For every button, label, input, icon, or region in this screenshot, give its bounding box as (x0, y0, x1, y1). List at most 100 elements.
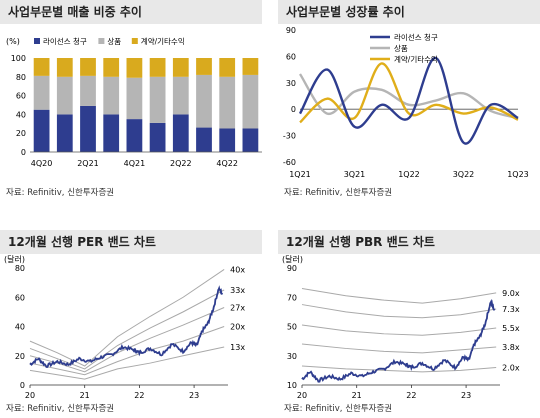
bar-segment (196, 127, 212, 152)
legend-swatch (98, 38, 105, 44)
y-tick-label: 60 (286, 52, 296, 61)
band-label: 27x (230, 303, 245, 312)
bar-segment (242, 58, 259, 75)
y-tick-label: 60 (15, 293, 25, 302)
y-tick-label: 10 (287, 381, 297, 390)
y-tick-label: 0 (21, 148, 26, 157)
y-tick-label: 100 (11, 54, 26, 63)
band-label: 7.3x (502, 305, 520, 314)
bar-segment (219, 76, 236, 129)
y-tick-label: 90 (286, 26, 296, 35)
panel-growth: 사업부문별 성장률 추이 -60 -30 0 30 60 90 1Q21 3Q21 1Q22 3Q… (278, 0, 540, 205)
bar-segment (126, 119, 143, 152)
bar-segment (33, 109, 50, 152)
x-tick-label: 20 (25, 391, 35, 400)
y-tick-label: 50 (287, 323, 297, 332)
legend-label: 계약/기타수익 (394, 54, 438, 64)
bar-segment (149, 122, 166, 152)
legend-swatch (34, 38, 40, 44)
source-note: 자료: Refinitiv, 신한투자증권 (284, 404, 393, 414)
price-line (29, 285, 224, 368)
y-tick-label: 70 (287, 293, 297, 302)
x-tick-label: 3Q21 (344, 170, 366, 179)
series-line (298, 56, 519, 145)
legend-label: 상품 (107, 36, 121, 46)
unit-label: (달러) (4, 255, 25, 264)
y-tick-label: 20 (16, 129, 26, 138)
y-tick-label: 60 (16, 92, 26, 101)
x-tick-label: 22 (134, 391, 144, 400)
bar-segment (219, 58, 236, 77)
band-label: 5.5x (502, 324, 520, 333)
bar-segment (196, 74, 212, 128)
y-tick-label: 30 (287, 352, 297, 361)
x-tick-label: 21 (80, 391, 90, 400)
y-tick-label: 40 (15, 323, 25, 332)
y-tick-label: 90 (287, 264, 297, 273)
band-label: 40x (230, 265, 245, 274)
x-tick-label: 4Q20 (31, 159, 53, 168)
x-tick-label: 2Q21 (77, 159, 99, 168)
panel-revenue-mix: 사업부문별 매출 비중 추이 (%) 라이선스 청구 상품 계약/기타수익 0 20 40 6… (0, 0, 268, 205)
band-line (29, 307, 225, 373)
bar-segment (172, 76, 189, 115)
x-tick-label: 1Q22 (398, 170, 420, 179)
x-tick-label: 4Q22 (216, 159, 238, 168)
bar-segment (149, 76, 166, 123)
bar-segment (219, 128, 236, 152)
x-tick-label: 1Q23 (507, 170, 529, 179)
source-note: 자료: Refinitiv, 신한투자증권 (6, 188, 115, 198)
bar-segment (172, 114, 189, 152)
legend-label: 라이선스 청구 (43, 36, 87, 46)
y-tick-label: 30 (286, 79, 296, 88)
chart-title: 사업부문별 성장률 추이 (278, 0, 540, 24)
legend-swatch (131, 38, 138, 44)
band-label: 3.8x (502, 343, 520, 352)
x-tick-label: 23 (461, 391, 471, 400)
pbr-band-chart: (달러) 10 30 50 70 90 20 21 22 23 9.0x 7.3x 5.5x 3.8x 2.… (282, 255, 520, 400)
x-tick-label: 20 (297, 391, 307, 400)
bar-segment (242, 128, 259, 152)
band-label: 20x (230, 323, 245, 332)
chart-title: 12개월 선행 PBR 밴드 차트 (278, 230, 540, 254)
band-label: 9.0x (502, 289, 520, 298)
band-line (301, 287, 497, 304)
bar-segment (56, 114, 73, 152)
bar-segment (56, 76, 73, 115)
bar-segment (126, 58, 143, 78)
series-line (298, 73, 519, 120)
band-line (301, 365, 497, 373)
y-tick-label: 0 (291, 105, 296, 114)
revenue-mix-chart: (%) 라이선스 청구 상품 계약/기타수익 0 20 40 60 80 100 4Q20 2Q21 4… (6, 36, 262, 168)
unit-label: (%) (6, 37, 20, 46)
bar-segment (103, 114, 120, 152)
x-tick-label: 22 (406, 391, 416, 400)
bar-segment (56, 58, 73, 77)
y-tick-label: -30 (283, 132, 296, 141)
bar-segment (242, 74, 259, 129)
bar-segment (126, 77, 143, 120)
bar-segment (33, 75, 50, 110)
x-tick-label: 23 (189, 391, 199, 400)
bar-segment (80, 58, 96, 76)
bar-segment (172, 58, 189, 77)
chart-title: 사업부문별 매출 비중 추이 (0, 0, 262, 24)
bar-segment (196, 58, 212, 75)
band-line (301, 304, 497, 319)
y-tick-label: 0 (20, 381, 25, 390)
band-label: 33x (230, 286, 245, 295)
y-tick-label: 40 (16, 110, 26, 119)
y-tick-label: 80 (16, 73, 26, 82)
x-tick-label: 1Q21 (289, 170, 311, 179)
growth-chart: -60 -30 0 30 60 90 1Q21 3Q21 1Q22 3Q22 1Q23 라이선스 청구… (283, 26, 529, 179)
unit-label: (달러) (282, 255, 303, 264)
bar-segment (80, 75, 96, 106)
band-line (29, 269, 225, 367)
band-label: 13x (230, 343, 245, 352)
legend-label: 계약/기타수익 (141, 36, 185, 46)
legend-label: 라이선스 청구 (394, 32, 438, 42)
x-tick-label: 3Q22 (453, 170, 475, 179)
panel-pbr-band: 12개월 선행 PBR 밴드 차트 (달러) 10 30 50 70 90 20 21 22 23… (278, 230, 540, 418)
source-note: 자료: Refinitiv, 신한투자증권 (6, 404, 115, 414)
bar-segment (103, 58, 120, 77)
